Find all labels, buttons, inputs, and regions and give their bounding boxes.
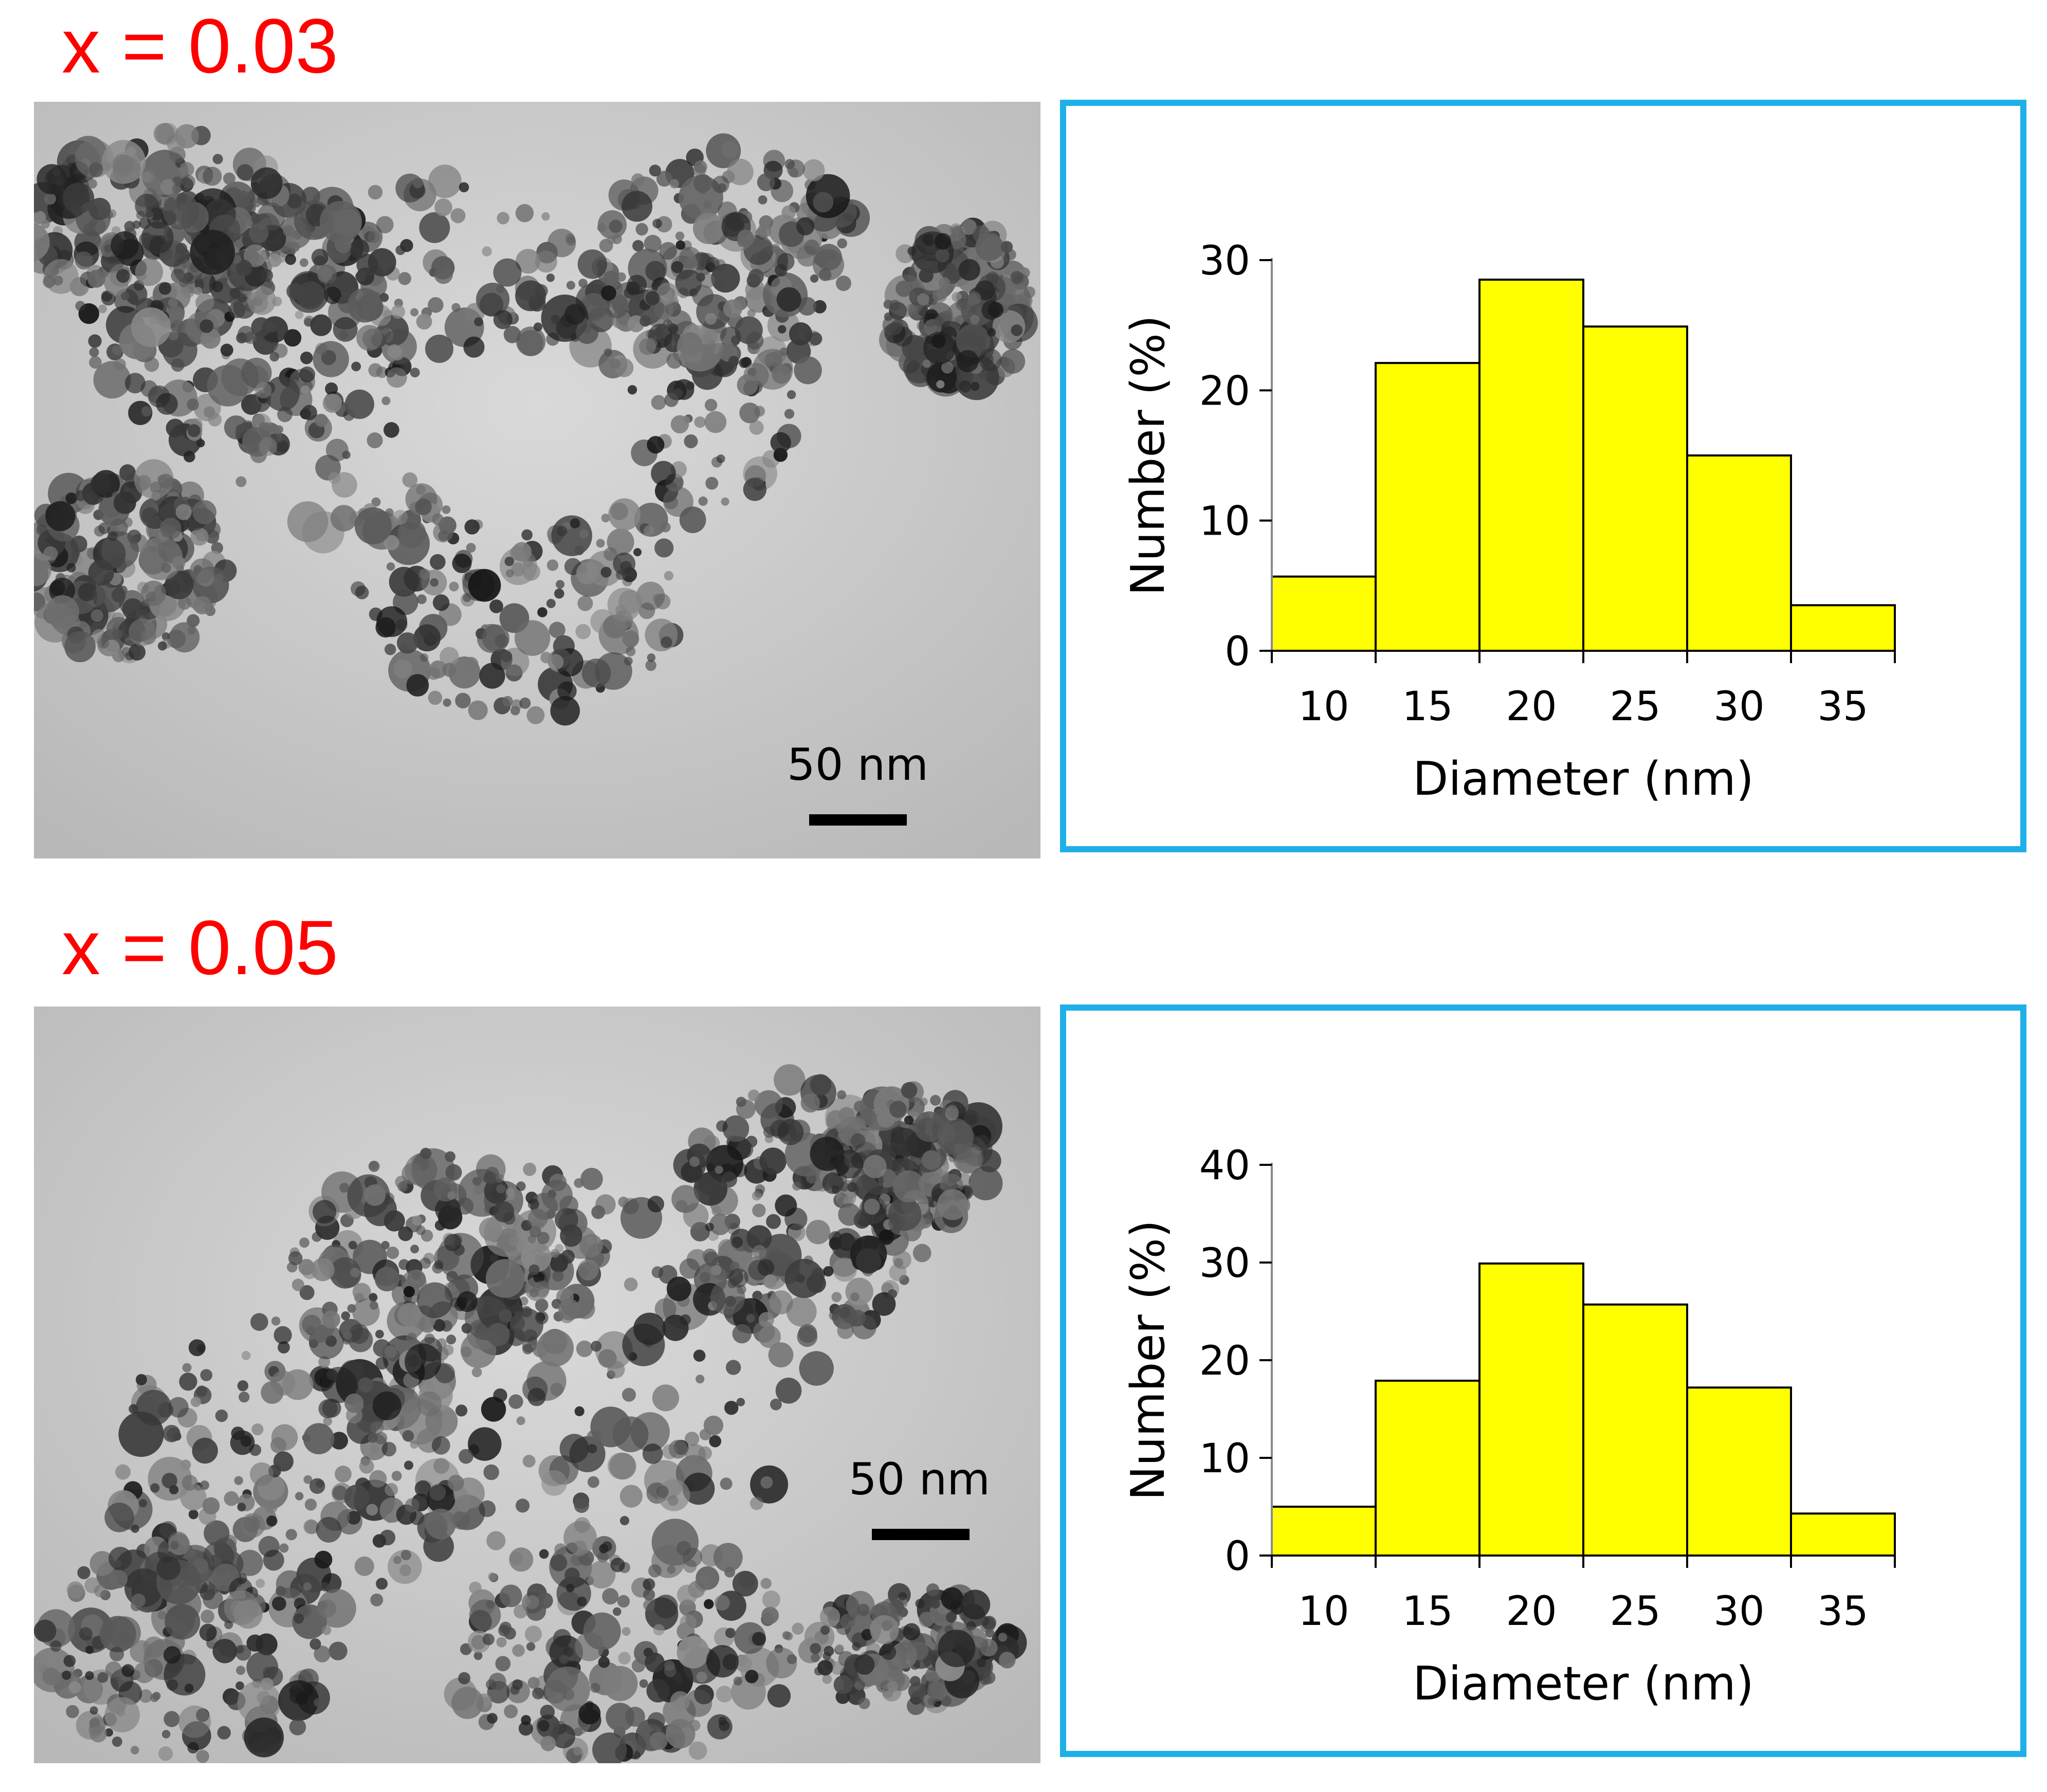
y-tick-label: 40 <box>1199 1143 1250 1189</box>
x-tick-label: 25 <box>1610 1588 1660 1635</box>
x-tick-label: 35 <box>1817 1588 1868 1635</box>
y-tick-label: 30 <box>1199 238 1250 284</box>
y-tick-label: 0 <box>1224 1533 1250 1580</box>
histogram-bar <box>1271 1506 1377 1557</box>
scale-bar-label: 50 nm <box>849 1454 991 1505</box>
x-tick-label: 20 <box>1506 684 1557 730</box>
x-tick-label: 25 <box>1610 684 1660 730</box>
scale-bar <box>809 814 907 826</box>
x-axis-label: Diameter (nm) <box>1413 1657 1754 1711</box>
size-distribution-histogram: 0 10 20 30 10 15 20 25 30 35 Diameter (nm) Number (… <box>1121 238 1896 806</box>
nanoparticle-cluster <box>34 122 1038 726</box>
x-tick-label: 35 <box>1817 684 1868 730</box>
panel-label: x = 0.05 <box>62 904 338 991</box>
histogram-bar <box>1686 454 1792 652</box>
size-distribution-histogram: 0 10 20 30 40 10 15 20 25 30 35 Diameter (nm) Number… <box>1121 1143 1896 1711</box>
y-axis-label: Number (%) <box>1121 315 1175 596</box>
histogram-bar <box>1375 362 1481 652</box>
y-tick-label: 30 <box>1199 1240 1250 1287</box>
x-tick-label: 15 <box>1402 1588 1453 1635</box>
x-tick-label: 10 <box>1298 684 1349 730</box>
x-tick-label: 30 <box>1713 1588 1764 1635</box>
tem-micrograph-image <box>34 102 1040 858</box>
y-tick-label: 10 <box>1199 1436 1250 1482</box>
x-axis-label: Diameter (nm) <box>1413 752 1754 806</box>
histogram-bar <box>1686 1386 1792 1557</box>
y-axis-label: Number (%) <box>1121 1220 1175 1501</box>
x-tick-label: 20 <box>1506 1588 1557 1635</box>
y-tick-label: 20 <box>1199 1338 1250 1384</box>
scale-bar-label: 50 nm <box>787 739 929 791</box>
histogram-frame: 0 10 20 30 40 10 15 20 25 30 35 Diameter (nm) Number… <box>1060 1004 2026 1757</box>
scale-bar <box>872 1529 970 1540</box>
tem-micrograph: 50 nm <box>34 102 1040 858</box>
x-tick-label: 10 <box>1298 1588 1349 1635</box>
histogram-bar <box>1478 279 1584 652</box>
histogram-bar <box>1790 1512 1896 1557</box>
histogram-bar <box>1271 575 1377 652</box>
histogram-bar <box>1375 1379 1481 1557</box>
histogram-bar <box>1582 325 1688 652</box>
histogram-bar <box>1582 1303 1688 1557</box>
histogram-frame: 0 10 20 30 10 15 20 25 30 35 Diameter (nm) Number (… <box>1060 100 2026 852</box>
histogram-bar <box>1478 1262 1584 1557</box>
tem-micrograph-image <box>34 1007 1040 1763</box>
x-tick-label: 15 <box>1402 684 1453 730</box>
y-tick-label: 20 <box>1199 368 1250 414</box>
panel-label: x = 0.03 <box>62 3 338 89</box>
y-tick-label: 10 <box>1199 499 1250 545</box>
y-tick-label: 0 <box>1224 629 1250 675</box>
nanoparticle-cluster <box>34 1064 1027 1763</box>
x-tick-label: 30 <box>1713 684 1764 730</box>
histogram-bar <box>1790 604 1896 652</box>
tem-micrograph: 50 nm <box>34 1007 1040 1763</box>
